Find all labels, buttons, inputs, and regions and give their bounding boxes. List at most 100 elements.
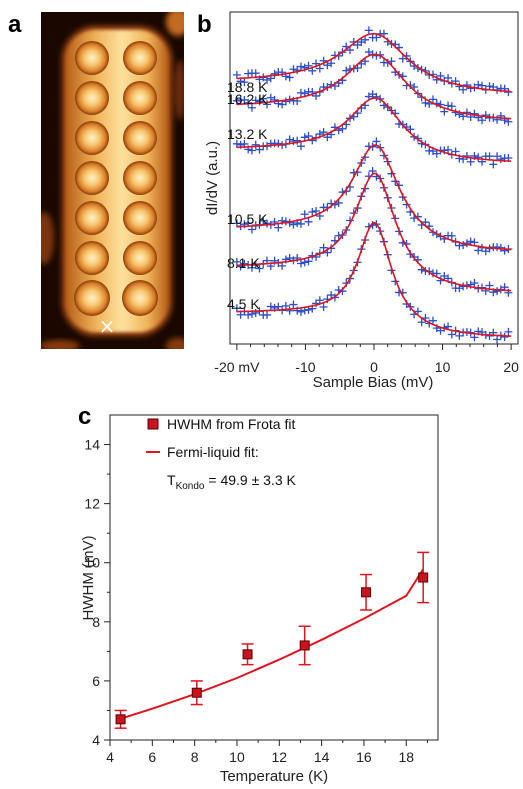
- hwhm-plot: 4 6 8 10 12 14 16 18 4 6 8 10 12 14 HWHM (mV) Tempera…: [80, 414, 439, 785]
- spectrum-data-point: [312, 207, 321, 216]
- spectrum-data-point: [417, 318, 426, 327]
- spectrum-data-point: [278, 261, 287, 270]
- spectrum-data-point: [428, 316, 437, 325]
- spectrum-data-point: [383, 58, 392, 67]
- spectrum-fit-line: [236, 221, 512, 337]
- hwhm-x-tick-label: 16: [356, 749, 372, 765]
- spectrum-data-point: [308, 207, 317, 216]
- hwhm-x-tick-label: 4: [106, 749, 114, 765]
- hwhm-marker: [191, 687, 202, 698]
- spectrum-data-point: [323, 61, 332, 70]
- spectrum-data-point: [270, 95, 279, 104]
- spectrum-data-point: [470, 109, 479, 118]
- spectrum-5: 8.1 K: [227, 167, 513, 297]
- hwhm-x-tick-label: 18: [398, 749, 414, 765]
- spectrum-data-point: [447, 102, 456, 111]
- spectrum-data-point: [232, 304, 241, 313]
- spectrum-2: 16.2 K: [227, 48, 513, 126]
- spectrum-temp-label: 13.2 K: [227, 126, 268, 142]
- spectra-frame: [229, 11, 519, 345]
- spectrum-data-point: [496, 155, 505, 164]
- spectrum-data-point: [455, 331, 464, 340]
- hwhm-x-tick-label: 10: [229, 749, 245, 765]
- spectrum-data-point: [489, 160, 498, 169]
- spectrum-data-point: [485, 152, 494, 161]
- panel-label-b: b: [197, 11, 212, 38]
- spectrum-data-point: [364, 26, 373, 35]
- spectrum-data-point: [240, 259, 249, 268]
- stm-image: ×: [41, 12, 184, 349]
- spectrum-data-point: [281, 301, 290, 310]
- spectrum-data-point: [327, 59, 336, 68]
- spectrum-data-point: [300, 133, 309, 142]
- spectrum-data-point: [251, 308, 260, 317]
- spectrum-data-point: [462, 108, 471, 117]
- spectrum-data-point: [285, 135, 294, 144]
- legend-points-label: HWHM from Frota fit: [167, 416, 295, 432]
- spectrum-data-point: [296, 259, 305, 268]
- tk-value: = 49.9 ± 3.3 K: [204, 472, 296, 488]
- hwhm-y-tick-label: 12: [84, 496, 100, 512]
- spectrum-data-point: [285, 306, 294, 315]
- hwhm-frame: [109, 414, 439, 741]
- spectrum-data-point: [247, 225, 256, 234]
- spectrum-fit-line: [236, 144, 512, 251]
- spectrum-data-point: [459, 241, 468, 250]
- hwhm-x-tick-label: 12: [272, 749, 288, 765]
- spectra-x-tick-label: 20: [503, 359, 519, 375]
- spectra-xlabel: Sample Bias (mV): [313, 374, 434, 391]
- spectrum-data-point: [244, 310, 253, 319]
- spectrum-data-point: [474, 153, 483, 162]
- spectrum-data-point: [372, 137, 381, 146]
- hwhm-axes: 4 6 8 10 12 14 16 18 4 6 8 10 12 14: [84, 437, 428, 765]
- spectrum-data-point: [263, 310, 272, 319]
- spectrum-data-point: [470, 333, 479, 342]
- spectrum-data-point: [338, 124, 347, 133]
- spectra-series: 18.8 K16.2 K 13.2 K 10.5 K 8.1 K 4.5 K: [227, 26, 513, 344]
- hwhm-x-tick-label: 8: [191, 749, 199, 765]
- spectra-x-tick-label: -20 mV: [214, 359, 260, 375]
- hwhm-marker: [242, 649, 253, 660]
- hwhm-point: [114, 709, 127, 729]
- spectrum-data-point: [296, 307, 305, 316]
- hwhm-x-tick-label: 6: [148, 749, 156, 765]
- spectrum-data-point: [251, 140, 260, 149]
- hwhm-y-tick-label: 8: [92, 614, 100, 630]
- hwhm-xlabel: Temperature (K): [220, 768, 328, 785]
- spectrum-data-point: [266, 302, 275, 311]
- spectrum-4: 10.5 K: [227, 137, 513, 256]
- spectrum-data-point: [304, 131, 313, 140]
- spectrum-fit-line: [236, 172, 512, 292]
- spectrum-data-point: [478, 116, 486, 125]
- spectrum-data-point: [293, 136, 302, 145]
- spectrum-6: 4.5 K: [227, 220, 513, 344]
- spectrum-data-point: [428, 95, 437, 104]
- spectrum-data-point: [255, 264, 264, 273]
- spectrum-data-point: [259, 94, 268, 103]
- spectra-plot: 18.8 K16.2 K 13.2 K 10.5 K 8.1 K 4.5 K -20 m…: [204, 11, 519, 391]
- hwhm-point: [360, 573, 373, 611]
- spectrum-fit-line: [236, 97, 512, 162]
- spectrum-data-point: [315, 64, 324, 73]
- legend-marker-square: [147, 418, 159, 430]
- hwhm-y-tick-label: 6: [92, 673, 100, 689]
- spectrum-data-point: [312, 252, 321, 261]
- spectra-x-tick-label: 0: [370, 359, 378, 375]
- spectra-x-axis: -20 mV -10 0 10 20: [214, 344, 519, 375]
- hwhm-x-tick-label: 14: [314, 749, 330, 765]
- hwhm-points: [114, 551, 430, 729]
- spectrum-data-point: [342, 66, 351, 75]
- spectrum-data-point: [444, 101, 453, 110]
- spectrum-data-point: [304, 217, 313, 226]
- fermi-liquid-fit: [120, 568, 425, 720]
- spectrum-data-point: [266, 93, 275, 102]
- spectrum-data-point: [361, 35, 370, 44]
- spectrum-data-point: [493, 287, 502, 296]
- spectrum-1: 18.8 K: [227, 26, 513, 97]
- spectrum-data-point: [319, 243, 328, 252]
- panel-label-a: a: [8, 11, 22, 38]
- spectrum-data-point: [270, 69, 279, 78]
- spectrum-temp-label: 4.5 K: [227, 296, 260, 312]
- spectrum-data-point: [296, 62, 305, 71]
- spectrum-data-point: [485, 281, 494, 290]
